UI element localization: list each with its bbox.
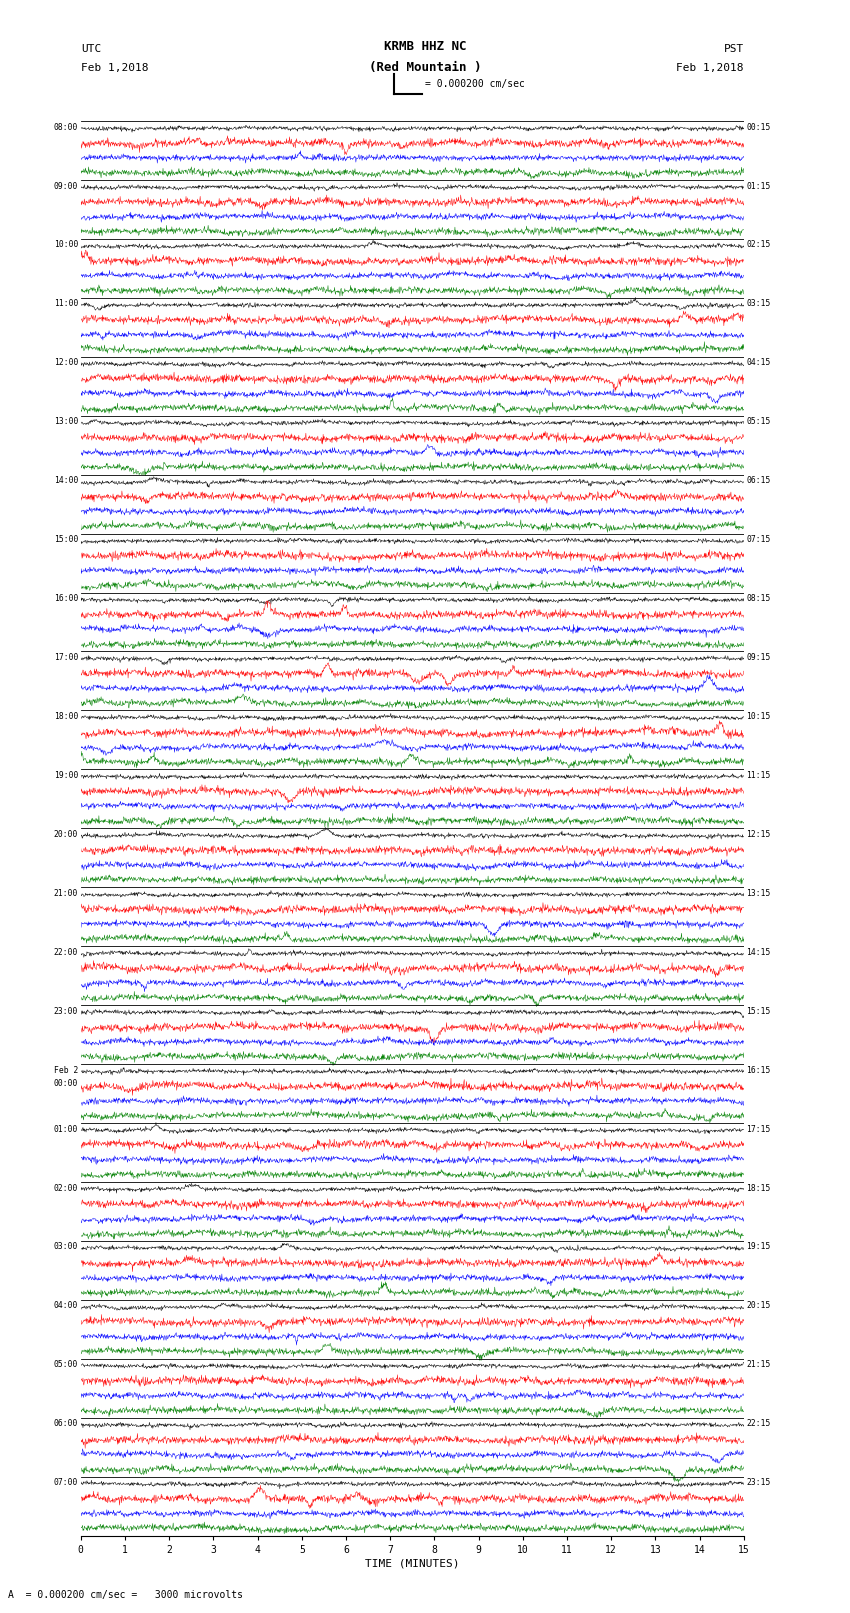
Text: 04:00: 04:00 <box>54 1302 78 1310</box>
Text: 17:00: 17:00 <box>54 653 78 661</box>
Text: 21:15: 21:15 <box>746 1360 771 1369</box>
Text: 03:00: 03:00 <box>54 1242 78 1252</box>
Text: KRMB HHZ NC: KRMB HHZ NC <box>383 40 467 53</box>
Text: 02:15: 02:15 <box>746 240 771 250</box>
Text: 06:15: 06:15 <box>746 476 771 486</box>
Text: 07:00: 07:00 <box>54 1478 78 1487</box>
Text: 22:00: 22:00 <box>54 948 78 957</box>
Text: 11:15: 11:15 <box>746 771 771 781</box>
Text: 16:15: 16:15 <box>746 1066 771 1074</box>
Text: = 0.000200 cm/sec: = 0.000200 cm/sec <box>425 79 524 89</box>
Text: 01:00: 01:00 <box>54 1124 78 1134</box>
Text: A  = 0.000200 cm/sec =   3000 microvolts: A = 0.000200 cm/sec = 3000 microvolts <box>8 1590 243 1600</box>
Text: 15:15: 15:15 <box>746 1007 771 1016</box>
Text: (Red Mountain ): (Red Mountain ) <box>369 61 481 74</box>
Text: UTC: UTC <box>81 44 101 53</box>
Text: 08:15: 08:15 <box>746 594 771 603</box>
Text: Feb 1,2018: Feb 1,2018 <box>81 63 148 73</box>
X-axis label: TIME (MINUTES): TIME (MINUTES) <box>365 1558 460 1569</box>
Text: 20:15: 20:15 <box>746 1302 771 1310</box>
Text: 11:00: 11:00 <box>54 300 78 308</box>
Text: 09:15: 09:15 <box>746 653 771 661</box>
Text: Feb 2: Feb 2 <box>54 1066 78 1074</box>
Text: 03:15: 03:15 <box>746 300 771 308</box>
Text: 07:15: 07:15 <box>746 536 771 544</box>
Text: 05:15: 05:15 <box>746 418 771 426</box>
Text: 17:15: 17:15 <box>746 1124 771 1134</box>
Text: 10:00: 10:00 <box>54 240 78 250</box>
Text: 02:00: 02:00 <box>54 1184 78 1192</box>
Text: Feb 1,2018: Feb 1,2018 <box>677 63 744 73</box>
Text: 22:15: 22:15 <box>746 1419 771 1428</box>
Text: 19:15: 19:15 <box>746 1242 771 1252</box>
Text: 00:00: 00:00 <box>54 1079 78 1087</box>
Text: PST: PST <box>723 44 744 53</box>
Text: 00:15: 00:15 <box>746 123 771 132</box>
Text: 09:00: 09:00 <box>54 182 78 190</box>
Text: 23:00: 23:00 <box>54 1007 78 1016</box>
Text: 01:15: 01:15 <box>746 182 771 190</box>
Text: 14:00: 14:00 <box>54 476 78 486</box>
Text: 18:00: 18:00 <box>54 711 78 721</box>
Text: 04:15: 04:15 <box>746 358 771 368</box>
Text: 16:00: 16:00 <box>54 594 78 603</box>
Text: 06:00: 06:00 <box>54 1419 78 1428</box>
Text: 18:15: 18:15 <box>746 1184 771 1192</box>
Text: 15:00: 15:00 <box>54 536 78 544</box>
Text: 14:15: 14:15 <box>746 948 771 957</box>
Text: 05:00: 05:00 <box>54 1360 78 1369</box>
Text: 13:15: 13:15 <box>746 889 771 898</box>
Text: 12:00: 12:00 <box>54 358 78 368</box>
Text: 21:00: 21:00 <box>54 889 78 898</box>
Text: 08:00: 08:00 <box>54 123 78 132</box>
Text: 19:00: 19:00 <box>54 771 78 781</box>
Text: 23:15: 23:15 <box>746 1478 771 1487</box>
Text: 10:15: 10:15 <box>746 711 771 721</box>
Text: 13:00: 13:00 <box>54 418 78 426</box>
Text: 12:15: 12:15 <box>746 829 771 839</box>
Text: 20:00: 20:00 <box>54 829 78 839</box>
